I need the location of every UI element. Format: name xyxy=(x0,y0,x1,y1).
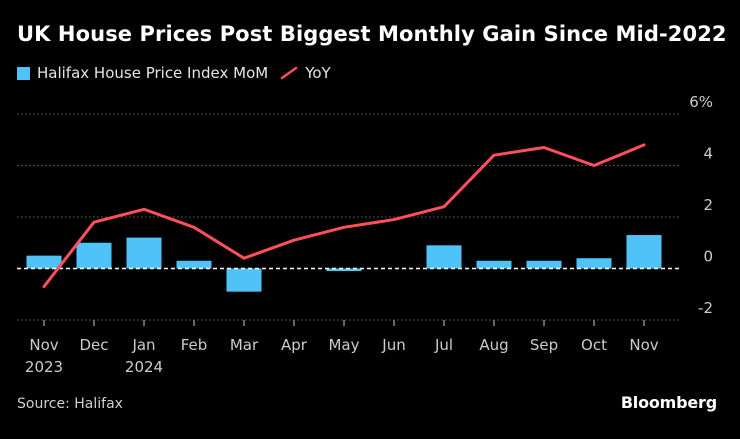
y-tick-label: -2 xyxy=(698,299,713,317)
bar-layer xyxy=(26,235,662,292)
legend-label-mom: Halifax House Price Index MoM xyxy=(37,64,269,82)
legend-item-mom: Halifax House Price Index MoM xyxy=(17,64,268,82)
bar-mom xyxy=(576,258,612,269)
x-tick-label: Nov xyxy=(629,336,658,354)
legend-bar-swatch xyxy=(17,66,30,80)
bloomberg-logo: Bloomberg xyxy=(620,393,717,412)
x-tick-label: Jul xyxy=(434,336,453,354)
x-tick-label: Aug xyxy=(479,336,508,354)
bar-mom xyxy=(326,268,362,272)
x-tick-label: May xyxy=(328,336,359,354)
bar-mom xyxy=(76,242,112,269)
x-tick-year-label: 2023 xyxy=(25,358,63,376)
chart-title: UK House Prices Post Biggest Monthly Gai… xyxy=(17,22,727,46)
series-line-yoy xyxy=(42,143,646,289)
x-tick-label: Apr xyxy=(281,336,308,354)
x-tick-label: Oct xyxy=(581,336,607,354)
bar-mom xyxy=(426,245,462,269)
bar-mom xyxy=(226,268,262,292)
legend-item-yoy: YoY xyxy=(280,64,331,82)
y-tick-label: 6% xyxy=(689,93,713,111)
bar-mom xyxy=(26,255,62,269)
bar-mom xyxy=(476,260,512,269)
source-note: Source: Halifax xyxy=(17,396,123,412)
legend-label-yoy: YoY xyxy=(305,64,331,82)
x-tick-label: Nov xyxy=(29,336,58,354)
grid-layer xyxy=(17,113,680,321)
bar-mom xyxy=(626,235,662,269)
x-axis-tick-labels: Nov 2023 Dec Jan 2024 Feb Mar Apr May Jun Jul Aug Se… xyxy=(25,320,659,376)
legend: Halifax House Price Index MoM YoY xyxy=(17,64,343,82)
x-tick-label: Jun xyxy=(381,336,405,354)
x-tick-label: Sep xyxy=(530,336,558,354)
bar-mom xyxy=(526,260,562,269)
y-tick-label: 2 xyxy=(703,196,713,214)
line-layer xyxy=(42,143,646,289)
x-tick-label: Mar xyxy=(230,336,259,354)
y-axis-tick-labels: 6% 4 2 0 -2 xyxy=(689,93,713,317)
x-tick-label: Dec xyxy=(79,336,108,354)
y-tick-label: 4 xyxy=(703,145,713,163)
x-tick-year-label: 2024 xyxy=(125,358,163,376)
bar-mom xyxy=(126,237,162,269)
x-tick-label: Feb xyxy=(181,336,208,354)
x-tick-label: Jan xyxy=(131,336,155,354)
legend-line-swatch xyxy=(280,66,298,80)
y-tick-label: 0 xyxy=(703,248,713,266)
bar-mom xyxy=(176,260,212,269)
